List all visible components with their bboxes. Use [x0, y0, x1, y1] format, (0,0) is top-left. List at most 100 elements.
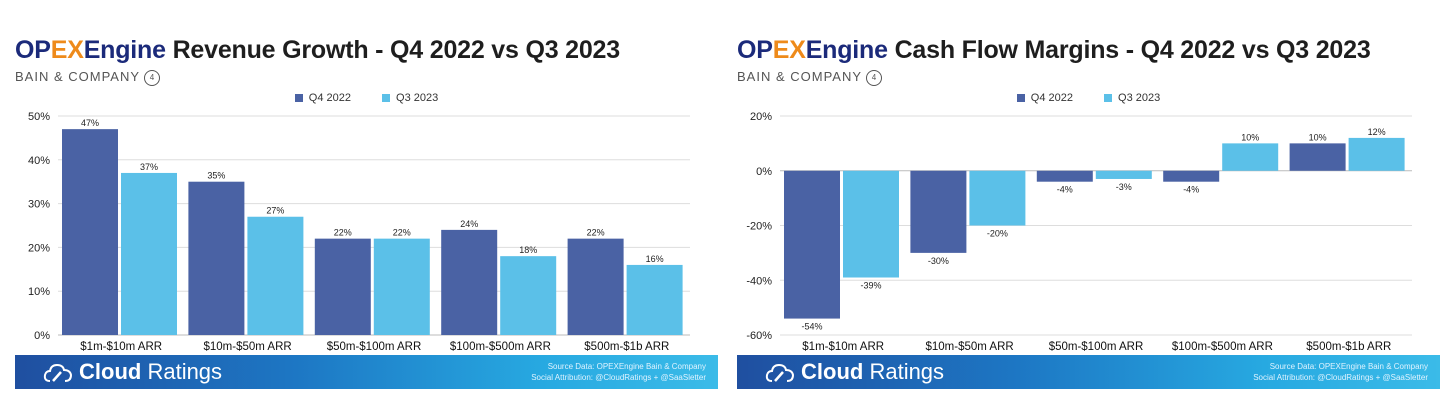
x-category-label: $1m-$10m ARR: [80, 341, 162, 353]
legend-item-q3-2023: Q3 2023: [382, 92, 438, 104]
data-label: 10%: [1309, 132, 1327, 142]
data-label: 16%: [646, 254, 664, 264]
chart-title-text: Revenue Growth - Q4 2022 vs Q3 2023: [172, 36, 621, 64]
bar-q4-2022: [1163, 170, 1220, 182]
revenue-growth-panel: OPEXEngine Revenue Growth - Q4 2022 vs Q…: [15, 0, 718, 410]
legend-label: Q3 2023: [396, 92, 439, 104]
y-tick-label: 0%: [756, 166, 772, 178]
chart-title-text: Cash Flow Margins - Q4 2022 vs Q3 2023: [894, 36, 1371, 64]
x-category-label: $10m-$50m ARR: [203, 341, 291, 353]
source-attribution: Source Data: OPEXEngine Bain & Company So…: [531, 361, 706, 383]
legend-item-q4-2022: Q4 2022: [1016, 92, 1073, 104]
bar-q4-2022: [1289, 143, 1346, 171]
legend-label: Q4 2022: [1030, 92, 1073, 104]
y-tick-label: -60%: [746, 330, 772, 342]
data-label: -3%: [1116, 182, 1132, 192]
legend-label: Q3 2023: [1118, 92, 1161, 104]
bar-q4-2022: [188, 181, 245, 335]
legend: Q4 2022 Q3 2023: [737, 92, 1440, 104]
y-tick-label: 40%: [28, 155, 50, 167]
bain-circle-icon: 4: [144, 69, 161, 86]
opexengine-logo-op: OP: [737, 36, 773, 64]
data-label: 22%: [393, 228, 411, 238]
bar-q4-2022: [62, 129, 118, 335]
legend-item-q4-2022: Q4 2022: [294, 92, 351, 104]
bar-q3-2023: [969, 170, 1026, 226]
cloud-gauge-icon: [765, 364, 795, 383]
y-tick-label: 30%: [28, 199, 50, 211]
opexengine-logo-ex: EX: [772, 36, 806, 64]
y-tick-label: 10%: [28, 286, 50, 298]
bar-q4-2022: [314, 238, 371, 335]
bar-q4-2022: [567, 238, 624, 335]
legend-item-q3-2023: Q3 2023: [1104, 92, 1160, 104]
data-label: 47%: [81, 118, 99, 128]
y-tick-label: 20%: [28, 242, 50, 254]
source-text: Source Data: OPEXEngine Bain & Company: [1269, 362, 1428, 371]
opexengine-logo-engine: Engine: [83, 36, 166, 64]
attribution-text: Social Attribution: @CloudRatings + @Saa…: [531, 373, 706, 382]
data-label: -4%: [1183, 185, 1199, 195]
cloud-ratings-footer: Cloud Ratings Source Data: OPEXEngine Ba…: [15, 355, 718, 389]
x-category-label: $100m-$500m ARR: [1172, 341, 1273, 353]
data-label: -39%: [860, 281, 881, 291]
subtitle-text: BAIN & COMPANY: [737, 69, 863, 84]
data-label: 35%: [207, 171, 225, 181]
legend-swatch: [382, 94, 391, 103]
data-label: 18%: [519, 245, 537, 255]
y-tick-label: 20%: [750, 111, 772, 123]
legend: Q4 2022 Q3 2023: [15, 92, 718, 104]
legend-swatch: [1104, 94, 1113, 103]
cloud-ratings-logo: Cloud Ratings: [43, 359, 222, 385]
opexengine-logo-op: OP: [15, 36, 51, 64]
cloud-ratings-logo: Cloud Ratings: [765, 359, 944, 385]
legend-swatch: [1016, 94, 1025, 103]
data-label: 37%: [140, 162, 158, 172]
bar-chart: 0% 10% 20% 30% 40% 50% 47% 37% $1m-$10m ARR 35% 27…: [28, 111, 690, 353]
brand-bold: Cloud: [79, 359, 142, 384]
bar-q4-2022: [784, 170, 840, 319]
x-category-label: $10m-$50m ARR: [925, 341, 1013, 353]
x-category-label: $100m-$500m ARR: [450, 341, 551, 353]
bar-q3-2023: [843, 170, 899, 278]
data-label: 12%: [1368, 127, 1386, 137]
data-label: 24%: [460, 219, 478, 229]
source-attribution: Source Data: OPEXEngine Bain & Company So…: [1253, 361, 1428, 383]
chart-title: OPEXEngine Revenue Growth - Q4 2022 vs Q…: [15, 36, 718, 65]
data-label: 22%: [587, 228, 605, 238]
data-label: -30%: [928, 256, 949, 266]
bar-q4-2022: [910, 170, 967, 253]
bar-q3-2023: [121, 172, 177, 335]
y-tick-label: -20%: [746, 221, 772, 233]
bain-circle-icon: 4: [866, 69, 883, 86]
opexengine-logo-ex: EX: [50, 36, 84, 64]
bar-q3-2023: [626, 264, 683, 335]
chart-subtitle: BAIN & COMPANY 4: [15, 69, 161, 86]
legend-label: Q4 2022: [308, 92, 351, 104]
y-tick-label: 0%: [34, 330, 50, 342]
chart-title: OPEXEngine Cash Flow Margins - Q4 2022 v…: [737, 36, 1440, 65]
data-label: -4%: [1057, 185, 1073, 195]
cloud-ratings-footer: Cloud Ratings Source Data: OPEXEngine Ba…: [737, 355, 1440, 389]
bar-q4-2022: [1036, 170, 1093, 182]
y-tick-label: -40%: [746, 275, 772, 287]
x-category-label: $1m-$10m ARR: [802, 341, 884, 353]
attribution-text: Social Attribution: @CloudRatings + @Saa…: [1253, 373, 1428, 382]
data-label: -20%: [987, 229, 1008, 239]
chart-subtitle: BAIN & COMPANY 4: [737, 69, 883, 86]
brand-bold: Cloud: [801, 359, 864, 384]
source-text: Source Data: OPEXEngine Bain & Company: [547, 362, 706, 371]
data-label: 22%: [334, 228, 352, 238]
cloud-gauge-icon: [43, 364, 73, 383]
x-category-label: $50m-$100m ARR: [1049, 341, 1144, 353]
bar-q3-2023: [500, 256, 557, 335]
y-tick-label: 50%: [28, 111, 50, 123]
x-category-label: $50m-$100m ARR: [327, 341, 422, 353]
data-label: 27%: [266, 206, 284, 216]
bar-q3-2023: [1348, 137, 1405, 171]
x-category-label: $500m-$1b ARR: [1306, 341, 1391, 353]
bar-q3-2023: [1095, 170, 1152, 179]
bar-q3-2023: [1222, 143, 1279, 171]
data-label: -54%: [801, 322, 822, 332]
subtitle-text: BAIN & COMPANY: [15, 69, 141, 84]
